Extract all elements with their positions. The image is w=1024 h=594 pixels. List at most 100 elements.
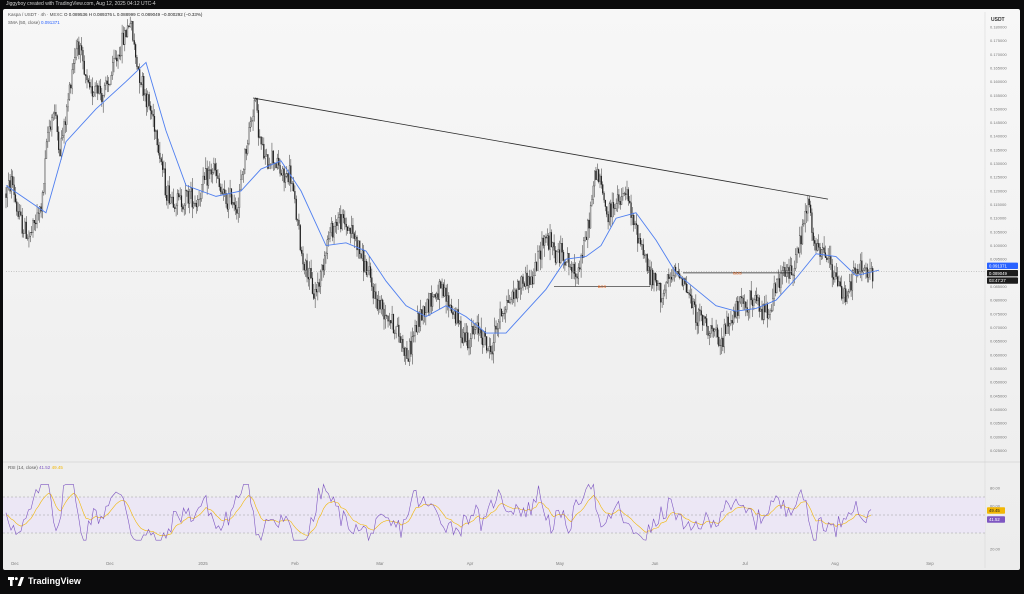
candle-body [695, 304, 697, 323]
candle-body [773, 283, 775, 299]
candle-body [147, 94, 149, 108]
candle-body [774, 283, 777, 294]
candle-body [56, 115, 58, 133]
candle-body [175, 205, 177, 209]
candle-body [149, 105, 152, 111]
time-tick-label: 2025 [198, 561, 208, 566]
candle-body [325, 253, 327, 256]
candle-body [276, 157, 278, 169]
candle-body [496, 328, 499, 330]
candle-body [737, 301, 739, 316]
candle-body [766, 303, 769, 319]
candle-body [576, 276, 578, 279]
candle-body [209, 169, 211, 171]
candle-body [315, 289, 318, 293]
candle-body [48, 126, 50, 133]
candle-body [765, 303, 767, 313]
candle-body [635, 223, 638, 226]
candle-body [611, 202, 613, 218]
candle-body [367, 270, 369, 275]
rsi-value: 41.52 [39, 465, 51, 470]
candle-body [126, 25, 129, 38]
candle-body [13, 184, 15, 195]
price-label-bg [987, 269, 1018, 277]
candle-body [233, 202, 235, 206]
candle-body [76, 41, 79, 50]
candle-body [87, 79, 89, 83]
candle-body [573, 264, 575, 274]
candle-body [66, 106, 68, 125]
candle-body [357, 240, 359, 251]
candle-body [68, 84, 71, 100]
candle-body [491, 351, 493, 355]
candle-body [517, 281, 519, 299]
candle-body [864, 267, 866, 271]
candle-body [727, 316, 729, 327]
candle-body [122, 32, 125, 45]
candle-body [295, 198, 297, 220]
candle-body [513, 291, 515, 300]
price-tick-label: 0.080000 [990, 298, 1007, 303]
candle-body [319, 271, 322, 287]
candle-body [99, 85, 102, 94]
candle-body [733, 311, 735, 324]
candle-body [801, 224, 804, 245]
candle-body [729, 323, 731, 327]
candle-body [141, 76, 143, 86]
price-tick-label: 0.025000 [990, 448, 1007, 453]
candle-body [207, 170, 210, 186]
candle-body [693, 301, 696, 305]
price-label-bg [987, 262, 1018, 269]
candle-body [282, 168, 284, 176]
candle-body [652, 269, 654, 286]
candle-body [333, 225, 335, 238]
candle-body [29, 232, 31, 237]
time-tick-label: Feb [291, 561, 299, 566]
candle-body [179, 195, 181, 198]
candle-body [768, 314, 770, 319]
candle-body [44, 158, 46, 184]
candle-body [355, 236, 357, 239]
time-tick-label: Mar [376, 561, 384, 566]
candle-body [329, 232, 331, 239]
candle-body [152, 114, 154, 117]
candle-body [859, 260, 862, 272]
candle-body [321, 264, 323, 272]
candle-body [508, 301, 511, 303]
candle-body [533, 275, 535, 285]
candle-body [546, 235, 548, 239]
candle-body [835, 272, 837, 277]
candle-body [760, 308, 762, 312]
tradingview-brand[interactable]: TradingView [8, 576, 81, 586]
trend-line [252, 97, 829, 200]
candle-body [529, 276, 531, 285]
price-tick-label: 0.175000 [990, 38, 1007, 43]
candle-body [700, 310, 702, 316]
candle-body [648, 266, 650, 271]
price-tick-label: 0.150000 [990, 106, 1007, 111]
candle-body [730, 320, 732, 324]
candle-body [132, 21, 134, 41]
candle-body [577, 267, 580, 279]
candle-body [854, 267, 856, 274]
candle-body [403, 348, 405, 356]
candle-body [116, 57, 118, 62]
candle-body [340, 214, 342, 230]
candle-body [303, 263, 305, 271]
candle-body [548, 235, 550, 250]
candle-body [828, 256, 831, 259]
candle-body [252, 116, 254, 121]
candle-body [268, 164, 270, 169]
candle-body [804, 210, 806, 224]
candle-body [248, 127, 250, 144]
candle-body [479, 328, 481, 334]
candle-body [195, 202, 197, 208]
price-tick-label: 0.075000 [990, 311, 1007, 316]
candle-body [309, 268, 311, 280]
candle-body [712, 328, 715, 332]
candle-body [363, 250, 365, 273]
candle-body [167, 185, 169, 201]
candle-body [816, 243, 818, 251]
